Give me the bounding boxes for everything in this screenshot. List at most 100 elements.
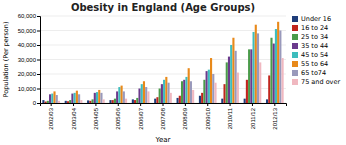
bar — [223, 84, 225, 103]
bar — [47, 101, 49, 103]
grid — [40, 16, 286, 103]
x-tick: 2006/07 — [138, 103, 144, 130]
x-tick: 2010/11 — [227, 103, 233, 129]
bar — [275, 29, 277, 103]
tick-label: 2012/13 — [272, 107, 278, 129]
legend-item: 75 and over — [292, 78, 340, 86]
tick-label: 2009/10 — [205, 107, 211, 129]
bar — [214, 83, 216, 103]
bar — [268, 75, 270, 103]
bar — [141, 84, 143, 103]
bar — [282, 58, 284, 103]
bar — [279, 31, 281, 104]
legend-label: 25 to 34 — [301, 33, 328, 41]
bar-series — [49, 44, 275, 103]
bar — [248, 49, 250, 103]
bar — [203, 80, 205, 103]
bar — [244, 99, 246, 103]
bar — [56, 95, 58, 103]
bar — [277, 22, 279, 103]
y-tick: 40,000 — [18, 42, 40, 48]
y-tick: 60,000 — [18, 13, 40, 19]
legend-item: 25 to 34 — [292, 33, 328, 41]
tick-label: 20,000 — [18, 71, 37, 77]
legend-item: Under 16 — [292, 15, 331, 23]
y-tick: 20,000 — [18, 71, 40, 77]
bar — [92, 99, 94, 103]
bar — [159, 89, 161, 104]
tick-mark — [51, 103, 52, 106]
bar — [123, 91, 125, 103]
bar — [143, 81, 145, 103]
legend-label: 45 to 54 — [301, 51, 328, 59]
tick-label: 2007/08 — [160, 107, 166, 129]
tick-mark — [252, 103, 253, 106]
bar — [201, 93, 203, 103]
bar — [253, 32, 255, 103]
legend-label: Under 16 — [301, 15, 331, 23]
bar — [232, 38, 234, 103]
tick-mark — [95, 103, 96, 106]
x-tick: 2008/09 — [182, 103, 188, 130]
tick-mark — [73, 103, 74, 106]
bar-series — [51, 29, 277, 103]
tick-label: 2003/04 — [71, 107, 77, 129]
bar — [208, 70, 210, 103]
bar — [206, 71, 208, 103]
x-tick: 2002/03 — [48, 103, 54, 130]
bar — [259, 62, 261, 103]
bar — [246, 80, 248, 103]
x-tick: 2009/10 — [205, 103, 211, 130]
bar — [138, 89, 140, 104]
tick-label: 50,000 — [18, 28, 37, 34]
bar — [185, 77, 187, 103]
bar — [199, 96, 201, 103]
bar — [226, 62, 228, 103]
grid-line — [40, 45, 286, 46]
bar-series — [47, 38, 273, 103]
tick-mark — [37, 31, 40, 32]
tick-label: 2010/11 — [227, 107, 233, 129]
legend-item: 16 to 24 — [292, 24, 328, 32]
bar — [67, 101, 69, 103]
y-tick: 10,000 — [18, 86, 40, 92]
legend-item: 35 to 44 — [292, 42, 328, 50]
x-axis: 2002/032003/042004/052005/062006/072007/… — [41, 103, 287, 130]
y-tick: 0 — [33, 100, 40, 106]
tick-label: 2006/07 — [138, 107, 144, 129]
y-tick: 30,000 — [18, 57, 40, 63]
axis-line — [37, 17, 41, 104]
plot: 0 10,000 20,000 30,000 40,000 50,000 60,000 200… — [18, 13, 287, 129]
bar — [156, 97, 158, 103]
x-tick: 2012/13 — [272, 103, 278, 130]
bar — [76, 91, 78, 103]
tick-mark — [37, 89, 40, 90]
bar — [273, 44, 275, 103]
x-label: Year — [155, 136, 171, 144]
legend-label: 55 to 64 — [301, 60, 328, 68]
bar — [270, 38, 272, 103]
bar — [221, 99, 223, 103]
bar — [121, 86, 123, 103]
tick-mark — [163, 103, 164, 106]
bar — [266, 99, 268, 103]
tick-label: 60,000 — [18, 13, 37, 19]
bar — [161, 84, 163, 103]
bar — [100, 93, 102, 103]
tick-mark — [207, 103, 208, 106]
bar — [114, 99, 116, 103]
tick-label: 2002/03 — [48, 107, 54, 129]
bar — [210, 58, 212, 103]
tick-label: 2011/12 — [250, 107, 256, 129]
bar — [165, 77, 167, 103]
legend-label: 75 and over — [301, 78, 340, 86]
bar — [87, 100, 89, 103]
bar — [154, 99, 156, 103]
bar — [136, 98, 138, 103]
grid-line — [40, 30, 286, 31]
bar — [112, 100, 114, 103]
bar — [212, 74, 214, 103]
bar — [118, 87, 120, 103]
axis-line — [41, 104, 287, 107]
tick-mark — [37, 60, 40, 61]
